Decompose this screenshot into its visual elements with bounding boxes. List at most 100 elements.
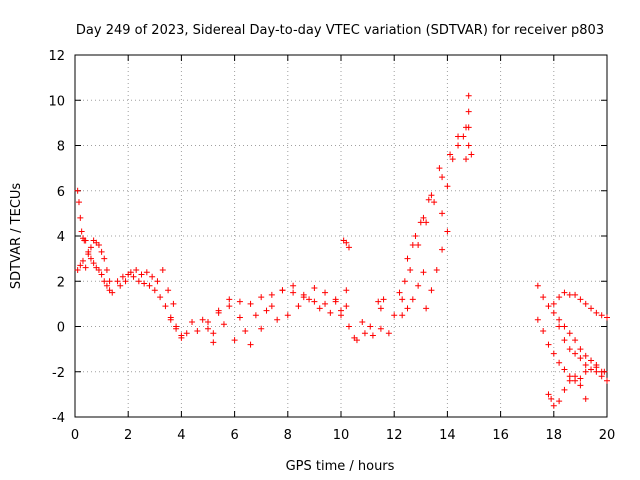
- data-point: [399, 296, 406, 303]
- grid-lines: [75, 55, 607, 417]
- data-point: [588, 366, 595, 373]
- data-point: [159, 266, 166, 273]
- data-point: [82, 264, 89, 271]
- data-points: [74, 92, 610, 409]
- data-point: [151, 287, 158, 294]
- data-point: [561, 366, 568, 373]
- data-point: [162, 303, 169, 310]
- data-point: [604, 377, 610, 384]
- data-point: [106, 278, 113, 285]
- data-point: [127, 269, 134, 276]
- data-point: [556, 398, 563, 405]
- data-point: [598, 368, 605, 375]
- data-point: [577, 382, 584, 389]
- data-point: [588, 357, 595, 364]
- data-point: [415, 242, 422, 249]
- data-point: [577, 375, 584, 382]
- data-point: [444, 183, 451, 190]
- data-point: [210, 330, 217, 337]
- data-point: [566, 377, 573, 384]
- data-point: [78, 228, 85, 235]
- data-point: [143, 269, 150, 276]
- data-point: [572, 373, 579, 380]
- data-point: [361, 330, 368, 337]
- series-late-c: [545, 373, 589, 409]
- x-tick-label: 6: [230, 428, 238, 443]
- data-point: [577, 296, 584, 303]
- data-point: [577, 355, 584, 362]
- data-point: [431, 199, 438, 206]
- data-point: [561, 337, 568, 344]
- data-point: [545, 303, 552, 310]
- data-point: [135, 278, 142, 285]
- data-point: [247, 341, 254, 348]
- series-tail-10-12b: [343, 303, 374, 341]
- data-point: [98, 248, 105, 255]
- data-point: [114, 278, 121, 285]
- data-point: [439, 210, 446, 217]
- y-tick-label: 10: [48, 94, 65, 109]
- data-point: [345, 244, 352, 251]
- data-point: [82, 237, 89, 244]
- y-axis-label: SDTVAR / TECUs: [9, 183, 24, 290]
- data-point: [149, 273, 156, 280]
- data-point: [210, 339, 217, 346]
- y-tick-label: 8: [57, 140, 65, 155]
- series-rise-a: [391, 124, 470, 319]
- data-point: [236, 314, 243, 321]
- x-tick-label: 14: [439, 428, 456, 443]
- data-point: [444, 228, 451, 235]
- data-point: [556, 359, 563, 366]
- data-point: [582, 395, 589, 402]
- data-point: [377, 305, 384, 312]
- data-point: [423, 305, 430, 312]
- data-point: [359, 318, 366, 325]
- series-rise-d: [399, 269, 427, 319]
- data-point: [423, 219, 430, 226]
- data-point: [311, 298, 318, 305]
- data-point: [165, 287, 172, 294]
- series-late-a: [534, 282, 608, 375]
- data-point: [465, 142, 472, 149]
- data-point: [436, 165, 443, 172]
- data-point: [167, 316, 174, 323]
- data-point: [420, 269, 427, 276]
- data-point: [465, 124, 472, 131]
- data-point: [85, 248, 92, 255]
- data-point: [593, 309, 600, 316]
- data-point: [117, 282, 124, 289]
- data-point: [545, 341, 552, 348]
- data-point: [409, 242, 416, 249]
- x-axis: 0 2 4 6 8 10 12 14 16 18 20: [71, 55, 615, 443]
- data-point: [343, 287, 350, 294]
- data-point: [566, 346, 573, 353]
- data-point: [593, 368, 600, 375]
- data-point: [428, 192, 435, 199]
- chart-title: Day 249 of 2023, Sidereal Day-to-day VTE…: [76, 23, 604, 38]
- data-point: [199, 316, 206, 323]
- data-point: [540, 328, 547, 335]
- y-axis: -4 -2 0 2 4 6 8 10 12: [48, 49, 607, 426]
- data-point: [588, 305, 595, 312]
- series-late-b: [534, 316, 610, 389]
- data-point: [130, 273, 137, 280]
- data-point: [404, 255, 411, 262]
- data-point: [119, 273, 126, 280]
- data-point: [103, 282, 110, 289]
- data-point: [399, 312, 406, 319]
- data-point: [465, 108, 472, 115]
- data-point: [74, 187, 81, 194]
- data-point: [377, 325, 384, 332]
- data-point: [231, 337, 238, 344]
- data-point: [77, 262, 84, 269]
- series-tail-10-12: [338, 312, 392, 344]
- data-point: [460, 133, 467, 140]
- data-point: [215, 307, 222, 314]
- data-point: [396, 289, 403, 296]
- data-point: [407, 266, 414, 273]
- data-point: [220, 321, 227, 328]
- data-point: [98, 271, 105, 278]
- x-tick-label: 8: [284, 428, 292, 443]
- data-point: [345, 323, 352, 330]
